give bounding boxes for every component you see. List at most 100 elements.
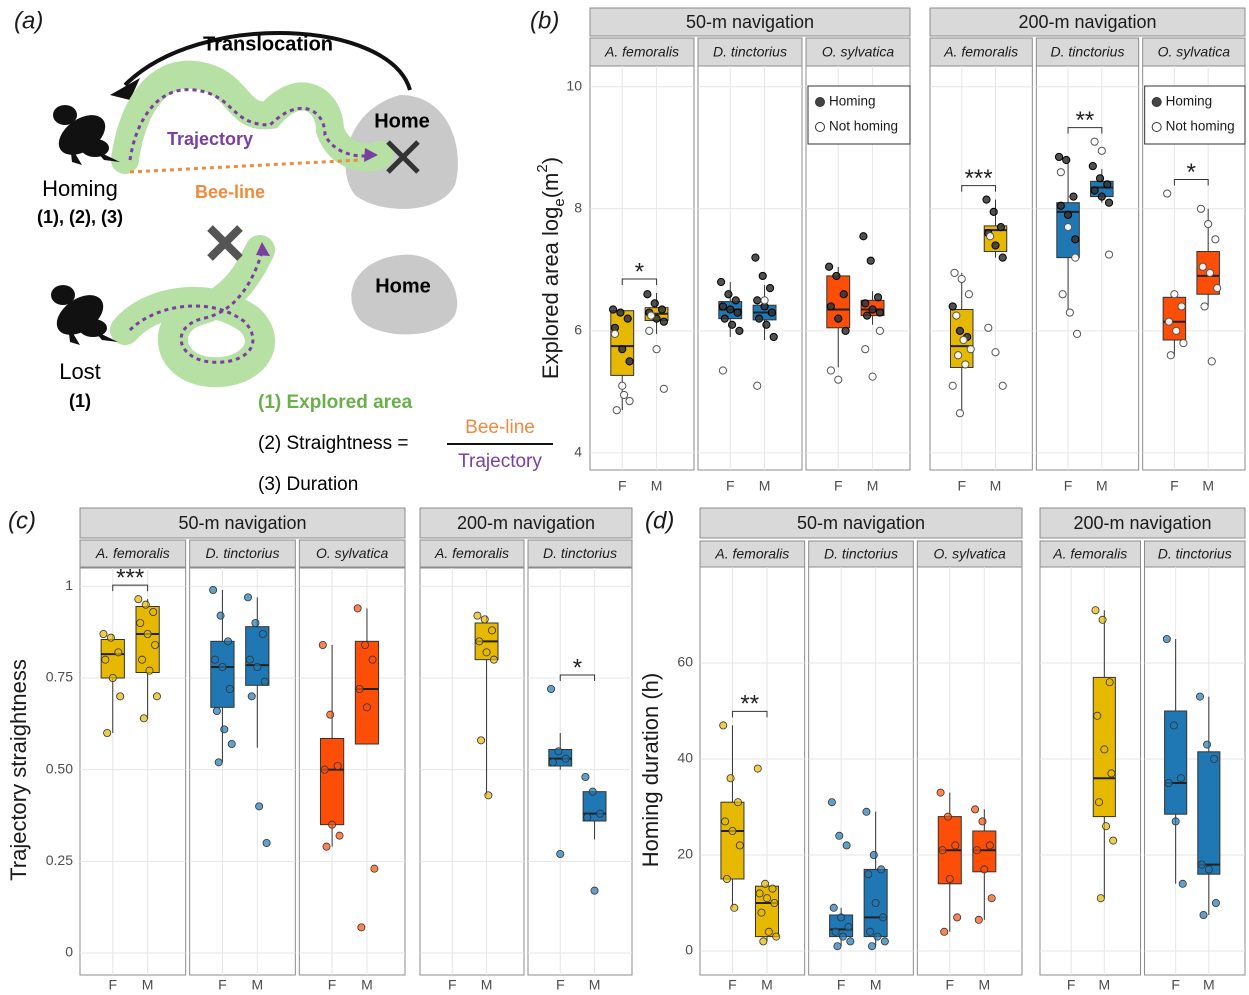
facet-title: O. sylvatica	[822, 44, 895, 60]
metric-2: (2) Straightness =	[258, 433, 409, 454]
point	[992, 349, 999, 356]
facet-title: D. tinctorius	[713, 44, 787, 60]
group-title: 50-m navigation	[178, 513, 306, 533]
point	[140, 715, 147, 722]
point	[1200, 911, 1207, 918]
point	[845, 923, 852, 930]
panel-label: (d)	[645, 507, 674, 534]
point	[596, 810, 603, 817]
trajectory-label: Trajectory	[167, 129, 253, 149]
y-tick-label: 0	[65, 944, 73, 960]
point	[226, 685, 233, 692]
x-tick-label: M	[1098, 977, 1110, 993]
point	[1171, 291, 1178, 298]
box	[211, 641, 234, 707]
x-tick-label: F	[728, 977, 737, 993]
facet-title: O. sylvatica	[1158, 44, 1231, 60]
point	[721, 315, 728, 322]
point	[990, 208, 997, 215]
point	[1173, 327, 1180, 334]
point	[1178, 303, 1185, 310]
point	[1212, 236, 1219, 243]
point	[1096, 175, 1103, 182]
point	[557, 850, 564, 857]
point	[259, 630, 266, 637]
point	[840, 291, 847, 298]
point	[868, 943, 875, 950]
point	[1196, 693, 1203, 700]
point	[986, 842, 993, 849]
x-tick-label: M	[870, 977, 882, 993]
point	[769, 885, 776, 892]
point	[1105, 251, 1112, 258]
point	[1064, 224, 1071, 231]
point	[834, 943, 841, 950]
plot-area	[698, 66, 802, 470]
x-tick-label: M	[481, 977, 493, 993]
y-tick-label: 8	[574, 200, 582, 216]
point	[1073, 330, 1080, 337]
point	[1172, 818, 1179, 825]
point	[477, 737, 484, 744]
point	[944, 813, 951, 820]
point	[256, 803, 263, 810]
x-tick-label: F	[1064, 478, 1073, 494]
legend-label: Not homing	[1166, 119, 1235, 134]
point	[768, 309, 775, 316]
point	[758, 909, 765, 916]
point	[647, 312, 654, 319]
point	[881, 938, 888, 945]
point	[830, 904, 837, 911]
point	[474, 612, 481, 619]
point	[263, 839, 270, 846]
point	[476, 638, 483, 645]
y-tick-label: 60	[677, 654, 693, 670]
y-axis-title: Explored area loge(m2)	[534, 157, 568, 379]
homing-metrics: (1), (2), (3)	[37, 207, 123, 227]
point	[719, 303, 726, 310]
facet-title: O. sylvatica	[933, 546, 1006, 562]
point	[248, 693, 255, 700]
point	[137, 619, 144, 626]
x-tick-label: F	[957, 478, 966, 494]
x-tick-label: M	[978, 977, 990, 993]
x-tick-label: F	[108, 977, 117, 993]
plot-area	[917, 567, 1022, 975]
point	[1095, 799, 1102, 806]
point	[983, 196, 990, 203]
point	[832, 928, 839, 935]
x-tick-label: M	[1203, 977, 1215, 993]
point	[754, 765, 761, 772]
point	[1072, 236, 1079, 243]
point	[619, 382, 626, 389]
plot-area	[700, 567, 805, 975]
group-title: 50-m navigation	[686, 12, 814, 32]
point	[323, 843, 330, 850]
home-lost-label: Home	[375, 275, 431, 297]
x-tick-label: M	[361, 977, 373, 993]
point	[870, 851, 877, 858]
point	[867, 257, 874, 264]
point	[723, 875, 730, 882]
y-axis-title-part: e	[551, 198, 568, 206]
legend-symbol	[1152, 98, 1161, 107]
point	[975, 916, 982, 923]
box	[320, 739, 343, 825]
point	[1072, 254, 1079, 261]
point	[992, 242, 999, 249]
plot-area	[80, 568, 186, 975]
point	[981, 866, 988, 873]
body: {"diagram": {"panel_label": "(a)", "tran…	[0, 0, 1249, 995]
legend-label: Homing	[829, 94, 876, 109]
point	[644, 291, 651, 298]
point	[146, 667, 153, 674]
point	[833, 272, 840, 279]
point	[138, 656, 145, 663]
point	[490, 656, 497, 663]
point	[863, 312, 870, 319]
point	[328, 821, 335, 828]
x-tick-label: F	[1170, 478, 1179, 494]
point	[104, 729, 111, 736]
point	[953, 312, 960, 319]
point	[261, 678, 268, 685]
